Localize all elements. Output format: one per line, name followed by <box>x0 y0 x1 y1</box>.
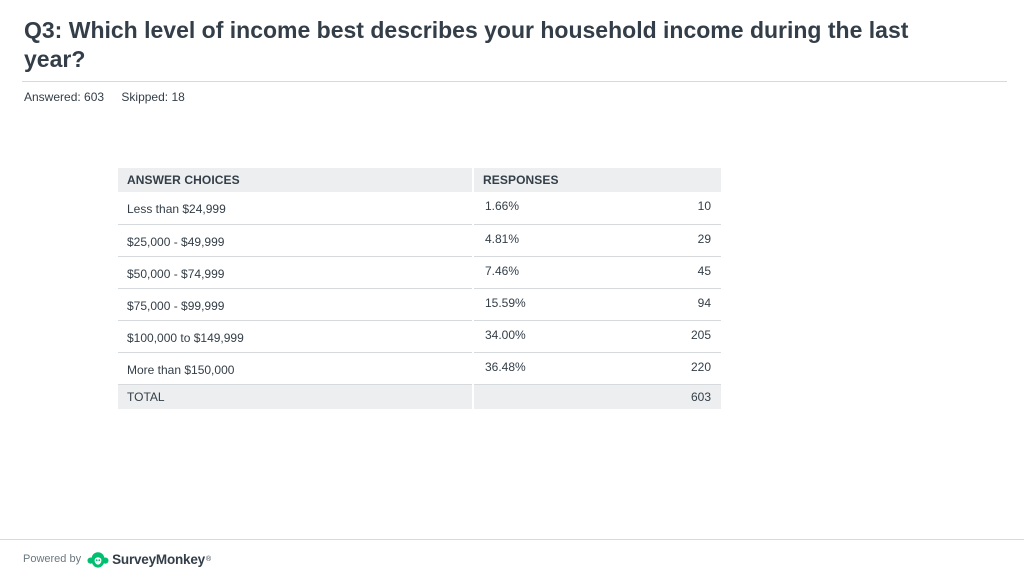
response-count-cell: 94 <box>593 288 721 321</box>
table-header-row: ANSWER CHOICES RESPONSES <box>118 168 721 192</box>
table-row: $50,000 - $74,999 7.46% 45 <box>118 256 721 289</box>
response-percent-cell: 7.46% <box>472 256 593 289</box>
header-divider <box>22 81 1007 82</box>
surveymonkey-brand: SurveyMonkey <box>112 551 205 567</box>
answer-choice-cell: $25,000 - $49,999 <box>118 224 473 257</box>
footer: Powered by SurveyMonkey ® <box>23 548 211 570</box>
skipped-count: Skipped: 18 <box>121 90 185 104</box>
responses-header: RESPONSES <box>472 168 721 192</box>
answer-choices-header: ANSWER CHOICES <box>118 168 473 192</box>
response-percent-cell: 15.59% <box>472 288 593 321</box>
question-title: Q3: Which level of income best describes… <box>24 17 909 72</box>
table-row: Less than $24,999 1.66% 10 <box>118 192 721 225</box>
answered-count: Answered: 603 <box>24 90 105 104</box>
response-count-cell: 10 <box>593 192 721 225</box>
answer-choice-cell: More than $150,000 <box>118 352 473 385</box>
table-row: $25,000 - $49,999 4.81% 29 <box>118 224 721 257</box>
answer-choice-cell: $100,000 to $149,999 <box>118 320 473 353</box>
response-stats: Answered: 603 Skipped: 18 <box>24 90 185 104</box>
response-count-cell: 29 <box>593 224 721 257</box>
response-percent-cell: 1.66% <box>472 192 593 225</box>
powered-by-text: Powered by <box>23 553 82 565</box>
total-count: 603 <box>593 384 721 409</box>
table-body: Less than $24,999 1.66% 10 $25,000 - $49,99… <box>118 192 721 385</box>
total-percent-cell <box>472 384 593 409</box>
table-row: $75,000 - $99,999 15.59% 94 <box>118 288 721 321</box>
total-row: TOTAL 603 <box>118 384 721 409</box>
footer-divider <box>0 539 1024 540</box>
total-label: TOTAL <box>118 384 473 409</box>
response-percent-cell: 34.00% <box>472 320 593 353</box>
response-count-cell: 205 <box>593 320 721 353</box>
table-row: $100,000 to $149,999 34.00% 205 <box>118 320 721 353</box>
response-count-cell: 220 <box>593 352 721 385</box>
surveymonkey-logo-icon <box>87 552 109 568</box>
response-percent-cell: 36.48% <box>472 352 593 385</box>
trademark-symbol: ® <box>206 555 212 563</box>
response-count-cell: 45 <box>593 256 721 289</box>
answer-choice-cell: $75,000 - $99,999 <box>118 288 473 321</box>
answer-choice-cell: Less than $24,999 <box>118 192 473 225</box>
answer-choice-cell: $50,000 - $74,999 <box>118 256 473 289</box>
responses-table: ANSWER CHOICES RESPONSES Less than $24,9… <box>118 168 721 409</box>
response-percent-cell: 4.81% <box>472 224 593 257</box>
table-row: More than $150,000 36.48% 220 <box>118 352 721 385</box>
